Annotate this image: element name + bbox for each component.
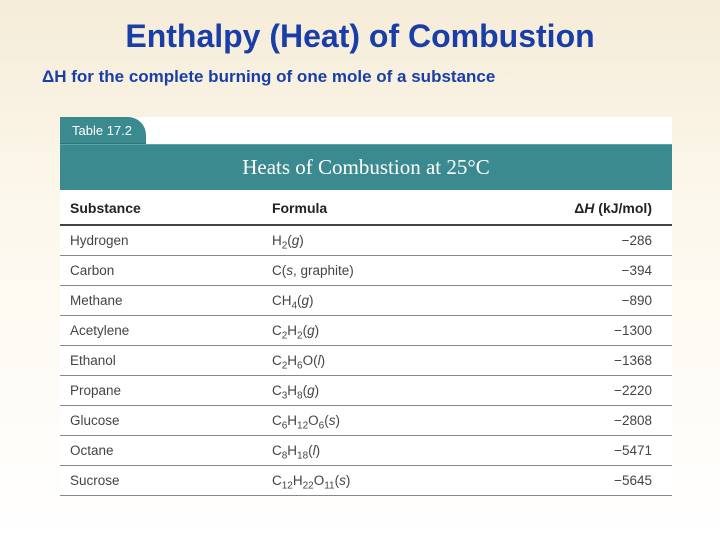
cell-formula: C12H22O11(s) [262,466,488,496]
col-delta-h: ΔH (kJ/mol) [488,190,672,225]
cell-substance: Hydrogen [60,225,262,256]
table-row: MethaneCH4(g)−890 [60,286,672,316]
cell-substance: Carbon [60,256,262,286]
col-formula: Formula [262,190,488,225]
cell-substance: Ethanol [60,346,262,376]
cell-formula: C2H2(g) [262,316,488,346]
table-row: CarbonC(s, graphite)−394 [60,256,672,286]
cell-formula: C2H6O(l) [262,346,488,376]
subtitle: ΔH for the complete burning of one mole … [0,67,720,117]
cell-delta-h: −5471 [488,436,672,466]
cell-substance: Sucrose [60,466,262,496]
cell-delta-h: −394 [488,256,672,286]
cell-substance: Octane [60,436,262,466]
table-heading: Heats of Combustion at 25°C [60,144,672,190]
table-row: HydrogenH2(g)−286 [60,225,672,256]
col-substance: Substance [60,190,262,225]
cell-delta-h: −890 [488,286,672,316]
cell-substance: Glucose [60,406,262,436]
page-title: Enthalpy (Heat) of Combustion [0,0,720,67]
table-row: EthanolC2H6O(l)−1368 [60,346,672,376]
data-table: Substance Formula ΔH (kJ/mol) HydrogenH2… [60,190,672,496]
table-row: OctaneC8H18(l)−5471 [60,436,672,466]
cell-delta-h: −286 [488,225,672,256]
cell-delta-h: −2808 [488,406,672,436]
table-row: SucroseC12H22O11(s)−5645 [60,466,672,496]
table-row: PropaneC3H8(g)−2220 [60,376,672,406]
cell-substance: Propane [60,376,262,406]
cell-formula: C6H12O6(s) [262,406,488,436]
table-tab-label: Table 17.2 [60,117,146,144]
cell-delta-h: −5645 [488,466,672,496]
cell-delta-h: −2220 [488,376,672,406]
cell-substance: Methane [60,286,262,316]
cell-formula: H2(g) [262,225,488,256]
cell-delta-h: −1300 [488,316,672,346]
table-row: AcetyleneC2H2(g)−1300 [60,316,672,346]
cell-delta-h: −1368 [488,346,672,376]
cell-formula: C8H18(l) [262,436,488,466]
table-row: GlucoseC6H12O6(s)−2808 [60,406,672,436]
cell-formula: CH4(g) [262,286,488,316]
cell-formula: C3H8(g) [262,376,488,406]
cell-formula: C(s, graphite) [262,256,488,286]
cell-substance: Acetylene [60,316,262,346]
combustion-table: Table 17.2 Heats of Combustion at 25°C S… [60,117,672,496]
